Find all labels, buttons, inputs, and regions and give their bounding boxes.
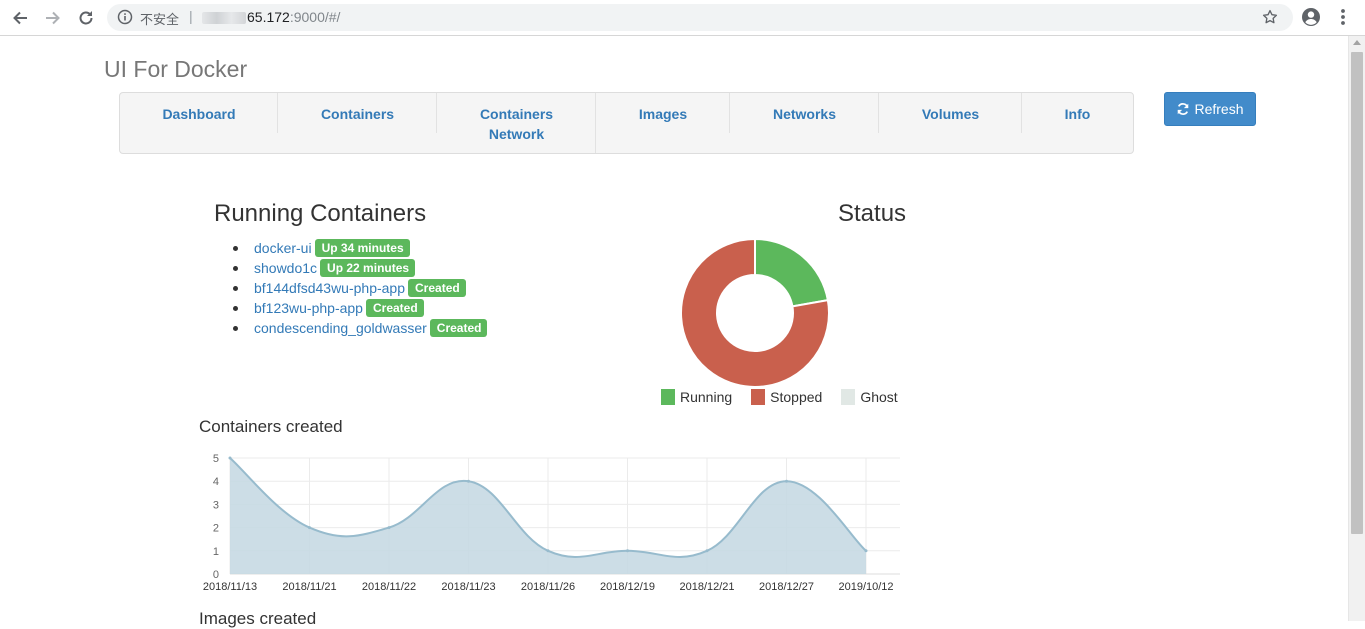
more-menu-icon[interactable] [1334,6,1352,33]
refresh-icon [1178,103,1189,115]
y-tick-label: 0 [213,569,219,581]
redacted-host [202,12,246,24]
container-link[interactable]: docker-ui [254,240,312,256]
main-navbar: Dashboard Containers Containers Network … [119,92,1134,154]
refresh-label: Refresh [1194,101,1244,117]
back-button[interactable] [9,7,31,29]
nav-containers-label: Containers [320,106,395,122]
data-point [626,549,629,553]
x-tick-label: 2018/11/13 [203,581,257,593]
nav-dashboard-label: Dashboard [162,106,236,122]
x-tick-label: 2018/12/27 [759,581,814,593]
y-tick-label: 2 [213,523,219,535]
legend-item-ghost: Ghost [841,389,898,405]
bookmark-star-icon[interactable] [1261,8,1279,31]
container-status-badge: Up 22 minutes [320,259,416,277]
address-bar[interactable]: 不安全 | 65.172:9000/#/ [107,4,1293,31]
app-brand[interactable]: UI For Docker [104,56,248,82]
y-tick-label: 4 [213,476,219,488]
x-tick-label: 2018/12/21 [679,581,734,593]
running-containers-title: Running Containers [214,200,427,227]
profile-avatar-icon[interactable] [1300,6,1322,33]
donut-slice-stopped[interactable] [680,238,830,388]
url-host: 65.172 [247,9,290,25]
container-status-badge: Created [429,319,488,337]
status-title: Status [838,200,907,227]
data-point [308,526,311,530]
nav-volumes-label: Volumes [921,106,980,122]
forward-button[interactable] [42,7,64,29]
data-point [864,549,868,553]
scrollbar-thumb[interactable] [1351,52,1363,534]
container-list-item: docker-ui Up 34 minutes [232,238,487,258]
nav-info-label: Info [1064,106,1091,122]
container-link[interactable]: condescending_goldwasser [254,320,427,336]
containers-created-chart: 0 1 2 3 4 5 2018/11/13 2018/11/21 2018/11/22 2018… [203,453,900,593]
reload-button[interactable] [75,7,97,29]
y-tick-label: 3 [213,499,219,511]
data-point [546,549,550,553]
x-tick-label: 2018/11/21 [282,581,336,593]
container-status-badge: Up 34 minutes [314,239,410,257]
info-icon[interactable] [117,9,133,30]
data-point [785,479,788,483]
data-point [387,526,391,530]
images-created-title: Images created [199,609,317,628]
nav-images-label: Images [638,106,688,122]
forward-arrow-icon [46,11,60,25]
x-tick-label: 2018/11/23 [441,581,495,593]
x-tick-label: 2018/11/26 [521,581,575,593]
x-tick-label: 2018/11/22 [362,581,416,593]
x-tick-label: 2018/12/19 [600,581,655,593]
separator: | [189,8,193,24]
x-tick-label: 2019/10/12 [838,581,893,593]
status-legend: Running Stopped Ghost [661,389,917,405]
legend-swatch [841,389,856,405]
nav-containers[interactable]: Containers [278,93,437,153]
url-path: :9000/#/ [289,9,341,25]
containers-created-title: Containers created [199,417,343,436]
legend-item-stopped: Stopped [751,389,822,405]
container-list-item: showdo1c Up 22 minutes [232,258,487,278]
security-label: 不安全 [140,12,180,27]
nav-volumes[interactable]: Volumes [879,93,1022,153]
browser-toolbar: 不安全 | 65.172:9000/#/ [0,0,1365,36]
legend-label: Ghost [860,389,898,405]
area-fill [230,458,866,574]
legend-swatch [661,389,675,405]
container-list-item: bf144dfsd43wu-php-app Created [232,278,487,298]
container-status-badge: Created [365,299,424,317]
nav-networks-label: Networks [772,106,837,122]
nav-networks[interactable]: Networks [730,93,879,153]
nav-containers-network-label: Containers Network [479,106,554,142]
running-containers-list: docker-ui Up 34 minutes showdo1c Up 22 minu… [232,238,488,338]
url-text: 65.172:9000/#/ [247,9,340,25]
data-point [467,479,470,483]
scroll-up-arrow-icon[interactable] [1353,40,1361,45]
nav-dashboard[interactable]: Dashboard [120,93,278,153]
refresh-button[interactable]: Refresh [1164,92,1256,126]
legend-label: Stopped [770,389,823,405]
nav-info[interactable]: Info [1022,93,1133,153]
reload-icon [79,11,93,25]
container-link[interactable]: bf144dfsd43wu-php-app [254,280,406,296]
legend-label: Running [680,389,733,405]
back-arrow-icon [13,11,27,25]
y-tick-label: 5 [213,453,219,465]
nav-containers-network[interactable]: Containers Network [437,93,596,153]
legend-item-running: Running [661,389,732,405]
status-donut-chart [680,238,830,388]
nav-images[interactable]: Images [596,93,730,153]
container-list-item: condescending_goldwasser Created [232,318,488,338]
y-tick-label: 1 [213,546,219,558]
data-point [705,549,709,553]
page-scrollbar[interactable] [1348,36,1365,621]
container-link[interactable]: bf123wu-php-app [254,300,363,316]
donut-slice-running[interactable] [754,238,830,308]
container-status-badge: Created [408,279,466,297]
legend-swatch [751,389,766,405]
container-list-item: bf123wu-php-app Created [232,298,487,318]
container-link[interactable]: showdo1c [254,260,318,276]
data-point [228,456,232,460]
